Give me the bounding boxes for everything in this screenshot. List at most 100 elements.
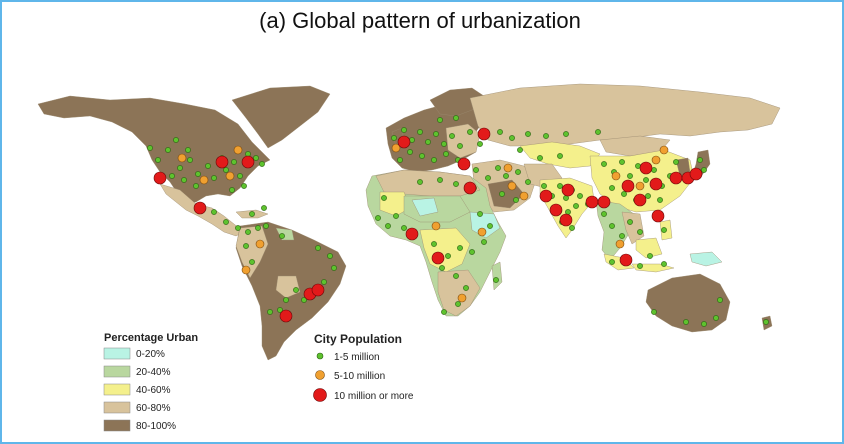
city-marker xyxy=(477,127,491,141)
city-marker xyxy=(585,195,599,209)
city-marker xyxy=(437,177,443,183)
city-marker xyxy=(185,147,191,153)
city-marker xyxy=(401,127,407,133)
city-marker xyxy=(457,245,463,251)
city-marker xyxy=(233,145,243,155)
legend-city-item: 5-10 million xyxy=(315,370,385,382)
niger xyxy=(411,197,439,217)
city-marker xyxy=(397,157,403,163)
city-marker xyxy=(453,115,459,121)
city-marker xyxy=(609,259,615,265)
city-marker xyxy=(391,143,401,153)
city-marker xyxy=(241,183,247,189)
city-marker xyxy=(557,183,563,189)
legend-percentage-urban: Percentage Urban 0-20% 20-40% 40-60% 60-… xyxy=(103,332,198,432)
city-marker xyxy=(425,139,431,145)
southern-africa xyxy=(437,269,481,317)
cities-medium xyxy=(177,143,669,303)
city-marker xyxy=(627,173,633,179)
ethiopia xyxy=(469,211,501,239)
legend-label: 0-20% xyxy=(136,349,165,360)
city-marker xyxy=(243,243,249,249)
city-marker xyxy=(595,129,601,135)
city-marker xyxy=(619,253,633,267)
city-marker xyxy=(229,187,235,193)
city-marker xyxy=(279,309,293,323)
korea xyxy=(675,157,691,177)
city-marker xyxy=(517,147,523,153)
city-marker xyxy=(321,279,327,285)
legend-urban-item: 60-80% xyxy=(103,401,171,414)
city-marker xyxy=(463,285,469,291)
city-marker xyxy=(615,239,625,249)
city-marker xyxy=(701,321,707,327)
legend-small-circle-icon xyxy=(316,352,324,360)
city-marker xyxy=(193,183,199,189)
city-marker xyxy=(457,293,467,303)
south-america-paraguay xyxy=(275,275,301,299)
city-marker xyxy=(661,227,667,233)
legend-swatch xyxy=(103,383,131,396)
city-marker xyxy=(485,175,491,181)
city-marker xyxy=(539,189,553,203)
city-marker xyxy=(481,239,487,245)
legend-swatch xyxy=(103,347,131,360)
legend-city-population: City Population 1-5 million 5-10 million… xyxy=(313,332,414,402)
city-marker xyxy=(195,171,201,177)
map-title: (a) Global pattern of urbanization xyxy=(259,8,581,33)
city-marker xyxy=(513,197,519,203)
city-marker xyxy=(651,309,657,315)
legend-label: 1-5 million xyxy=(334,352,380,363)
city-marker xyxy=(199,175,209,185)
city-marker xyxy=(477,211,483,217)
city-marker xyxy=(263,223,269,229)
city-marker xyxy=(507,181,517,191)
city-marker xyxy=(495,165,501,171)
city-marker xyxy=(477,227,487,237)
city-marker xyxy=(237,173,243,179)
city-marker xyxy=(509,135,515,141)
greenland xyxy=(231,85,331,149)
legend-urban-item: 40-60% xyxy=(103,383,171,396)
city-marker xyxy=(621,191,627,197)
city-marker xyxy=(381,195,387,201)
madagascar xyxy=(491,261,503,291)
legend-medium-circle-icon xyxy=(315,370,325,380)
city-marker xyxy=(569,225,575,231)
city-marker xyxy=(177,165,183,171)
city-marker xyxy=(763,319,769,325)
city-marker xyxy=(619,159,625,165)
legend-urban-item: 20-40% xyxy=(103,365,171,378)
city-marker xyxy=(193,201,207,215)
city-marker xyxy=(503,173,509,179)
city-marker xyxy=(241,155,255,169)
city-marker xyxy=(633,193,647,207)
city-marker xyxy=(639,161,653,175)
city-marker xyxy=(401,225,407,231)
city-marker xyxy=(697,157,703,163)
legend-label: 80-100% xyxy=(136,421,176,432)
city-marker xyxy=(457,157,471,171)
city-marker xyxy=(635,181,645,191)
city-marker xyxy=(601,211,607,217)
legend-urban-item: 0-20% xyxy=(103,347,165,360)
legend-swatch xyxy=(103,365,131,378)
city-marker xyxy=(557,153,563,159)
city-marker xyxy=(669,171,683,185)
legend-label: 5-10 million xyxy=(334,371,385,382)
city-marker xyxy=(621,179,635,193)
city-marker xyxy=(255,225,261,231)
legend-urban-item: 80-100% xyxy=(103,419,176,432)
city-marker xyxy=(445,253,451,259)
legend-city-title: City Population xyxy=(314,332,402,346)
city-marker xyxy=(689,167,703,181)
city-marker xyxy=(645,193,651,199)
city-marker xyxy=(627,219,633,225)
city-marker xyxy=(253,155,259,161)
city-marker xyxy=(331,265,337,271)
city-marker xyxy=(609,223,615,229)
city-marker xyxy=(407,149,413,155)
city-marker xyxy=(493,277,499,283)
city-marker xyxy=(453,273,459,279)
city-marker xyxy=(563,131,569,137)
